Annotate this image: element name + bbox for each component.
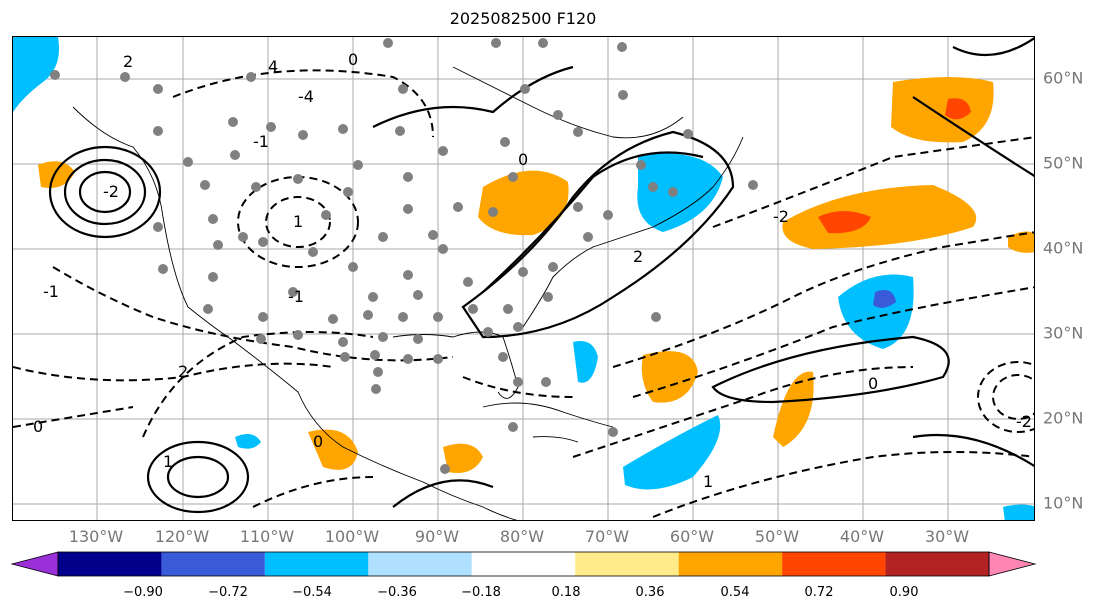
lat-label: 10°N	[1043, 493, 1084, 513]
contour-label: 1	[293, 212, 303, 231]
colorbar-segments	[10, 551, 1037, 577]
colorbar-segment	[368, 552, 472, 576]
map-panel: 2 4 0 -2 -4 -1 1 2 0 -1 2 0 1 -2 1 -1 0 …	[12, 36, 1035, 521]
lon-label: 40°W	[839, 527, 885, 546]
positive-anomaly-east-edge	[1008, 231, 1034, 253]
lon-label: 110°W	[239, 527, 295, 546]
colorbar-segment	[58, 552, 162, 576]
negative-anomaly-southeast-corner	[1003, 504, 1034, 520]
positive-anomaly-tropical-atlantic	[773, 371, 814, 447]
lat-label: 40°N	[1043, 238, 1084, 258]
dashed-contours	[13, 69, 1034, 518]
colorbar-segment	[575, 552, 679, 576]
lat-label: 60°N	[1043, 68, 1084, 88]
colorbar-frame	[57, 551, 990, 577]
colorbar-tick: −0.90	[123, 585, 163, 600]
negative-anomaly-central-atlantic	[838, 274, 914, 349]
contour-label: 2	[633, 247, 643, 266]
lon-label: 90°W	[414, 527, 460, 546]
contour-label: -1	[253, 132, 269, 151]
negative-anomaly-east-pacific	[235, 433, 261, 449]
negative-anomaly-gulf-of-alaska	[13, 37, 59, 112]
contour-label: 0	[348, 50, 358, 69]
map-title: 2025082500 F120	[449, 9, 597, 28]
lat-label: 20°N	[1043, 408, 1084, 428]
contour-label: 0	[33, 417, 43, 436]
colorbar	[10, 551, 1037, 577]
lon-label: 80°W	[499, 527, 545, 546]
colorbar-tick: 0.90	[889, 585, 919, 600]
strong-negative-central-atlantic	[873, 289, 896, 308]
colorbar-segment	[678, 552, 783, 576]
lon-label: 30°W	[924, 527, 970, 546]
colorbar-extend-high	[988, 551, 1037, 577]
colorbar-segment	[264, 552, 369, 576]
lat-label: 50°N	[1043, 153, 1084, 173]
contour-label: 0	[868, 374, 878, 393]
contour-label: 0	[518, 150, 528, 169]
lon-label: 130°W	[68, 527, 124, 546]
strong-positive-atlantic	[818, 211, 871, 234]
contour-label: 4	[268, 57, 278, 76]
colorbar-tick: −0.36	[377, 585, 417, 600]
contour-label: -1	[43, 282, 59, 301]
station-markers	[50, 38, 758, 474]
colorbar-tick: −0.54	[292, 585, 332, 600]
contour-label: 2	[123, 52, 133, 71]
positive-anomaly-atlantic	[782, 185, 977, 249]
lon-label: 50°W	[754, 527, 800, 546]
contour-label: -2	[103, 182, 119, 201]
shaded-fields	[13, 37, 1034, 520]
lat-label: 30°N	[1043, 323, 1084, 343]
colorbar-tick: 0.54	[720, 585, 750, 600]
contour-label: -2	[773, 207, 789, 226]
lon-label: 70°W	[584, 527, 630, 546]
colorbar-segment	[161, 552, 265, 576]
lon-label: 120°W	[154, 527, 210, 546]
positive-anomaly-mexico	[308, 429, 358, 470]
contour-label: 1	[703, 472, 713, 491]
contour-label: -1	[288, 287, 304, 306]
positive-anomaly-central-america	[443, 443, 483, 473]
strong-positive-north-atlantic	[945, 98, 971, 120]
contour-label: 1	[163, 452, 173, 471]
colorbar-tick: −0.18	[461, 585, 501, 600]
colorbar-tick: −0.72	[208, 585, 248, 600]
colorbar-tick: 0.18	[551, 585, 581, 600]
contour-label: 0	[313, 432, 323, 451]
negative-anomaly-maritimes	[637, 153, 723, 232]
positive-anomaly-west-atlantic	[641, 351, 698, 403]
colorbar-segment	[471, 552, 576, 576]
lon-label: 60°W	[669, 527, 715, 546]
contour-labels: 2 4 0 -2 -4 -1 1 2 0 -1 2 0 1 -2 1 -1 0 …	[33, 50, 1032, 491]
colorbar-segment	[885, 552, 989, 576]
negative-anomaly-bahamas	[573, 341, 598, 383]
colorbar-extend-low	[10, 551, 59, 577]
positive-anomaly-north-atlantic	[891, 77, 994, 143]
positive-anomaly-pacific	[38, 161, 75, 188]
positive-anomaly-great-lakes	[478, 170, 569, 236]
colorbar-tick: 0.36	[635, 585, 665, 600]
colorbar-tick: 0.72	[804, 585, 834, 600]
map-svg: 2 4 0 -2 -4 -1 1 2 0 -1 2 0 1 -2 1 -1 0 …	[13, 37, 1034, 520]
contour-label: -2	[1016, 412, 1032, 431]
contour-label: -4	[298, 87, 314, 106]
contour-label: 2	[178, 362, 188, 381]
colorbar-segment	[782, 552, 886, 576]
coastlines	[72, 66, 744, 520]
lon-label: 100°W	[324, 527, 380, 546]
solid-contours	[48, 37, 1034, 514]
negative-anomaly-caribbean	[623, 415, 721, 490]
